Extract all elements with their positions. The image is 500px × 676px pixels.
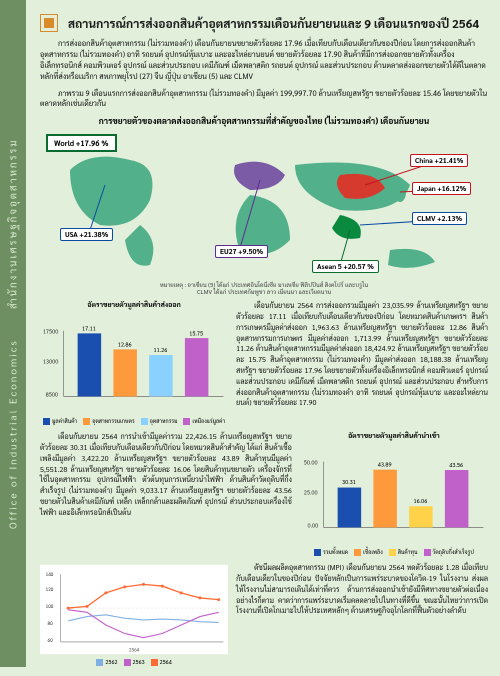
world-map: World +17.96 % USA +21.38% EU27 +9.50% C… (40, 130, 488, 280)
svg-text:12.86: 12.86 (118, 342, 132, 349)
sidebar-label: Office of Industrial Economics สำนักงานเ… (0, 0, 26, 667)
line-legend: 2562 2563 2564 (40, 659, 228, 666)
svg-text:15.75: 15.75 (189, 331, 203, 338)
svg-text:60: 60 (48, 637, 54, 644)
map-heading: การขยายตัวของตลาดส่งออกสินค้าอุตสาหกรรมท… (40, 115, 488, 126)
svg-text:30.31: 30.31 (342, 479, 356, 486)
map-label-asean: Asean 5 +20.57 % (312, 260, 379, 273)
import-paragraph: เดือนกันยายน 2564 การนำเข้ามีมูลค่ารวม 2… (40, 431, 292, 517)
bar2-legend: รวมทั้งหมด เชื้อเพลิง สินค้าทุน วัตถุดิบ… (300, 549, 488, 556)
bar1-legend: มูลค่าสินค้า อุตสาหกรรมเกษตร อุตสาหกรรม … (40, 418, 228, 425)
oie-logo (40, 14, 58, 32)
svg-text:2564: 2564 (129, 647, 140, 654)
intro-paragraph-2: ภาพรวม 9 เดือนแรกการส่งออกสินค้าอุตสาหกร… (40, 88, 488, 110)
row-mpi: 60 80 100 120 140 2564 (40, 562, 488, 666)
row-import: เดือนกันยายน 2564 การนำเข้ามีมูลค่ารวม 2… (40, 431, 488, 556)
page-content: สถานการณ์การส่งออกสินค้าอุตสาหกรรมเดือนก… (26, 0, 500, 676)
export-paragraph: เดือนกันยายน 2564 การส่งออกรวมมีมูลค่า 2… (236, 300, 488, 408)
map-label-china: China +21.41% (410, 154, 468, 167)
intro-paragraph-1: การส่งออกสินค้าอุตสาหกรรม (ไม่รวมทองคำ) … (40, 38, 488, 82)
map-label-japan: Japan +16.12% (412, 182, 471, 195)
svg-text:43.56: 43.56 (449, 462, 463, 469)
sidebar-text-th: สำนักงานเศรษฐกิจอุตสาหกรรม (7, 138, 20, 309)
mpi-paragraph: ดัชนีผลผลิตอุตสาหกรรม (MPI) เดือนกันยายน… (236, 562, 488, 616)
svg-text:43.89: 43.89 (378, 462, 392, 469)
mpi-line-chart: 60 80 100 120 140 2564 (40, 562, 228, 657)
svg-text:80: 80 (48, 621, 54, 627)
map-label-clmv: CLMV +2.13% (412, 212, 467, 225)
svg-text:0.00: 0.00 (307, 523, 318, 530)
svg-text:16.06: 16.06 (413, 498, 427, 505)
svg-text:13000: 13000 (43, 359, 58, 366)
svg-text:100: 100 (46, 604, 54, 610)
header: สถานการณ์การส่งออกสินค้าอุตสาหกรรมเดือนก… (40, 10, 488, 32)
svg-text:50.00: 50.00 (304, 460, 318, 467)
map-footnote-2: CLMV ได้แก่ ประเทศกัมพูชา ลาว เมียนมา แล… (40, 289, 488, 296)
bar2-chart: 0.00 25.00 50.00 30.31 43.89 16.06 43.56 (300, 442, 488, 547)
page-title: สถานการณ์การส่งออกสินค้าอุตสาหกรรมเดือนก… (68, 15, 479, 31)
svg-text:11.26: 11.26 (154, 347, 168, 354)
sidebar-text-en: Office of Industrial Economics (7, 339, 20, 529)
svg-text:140: 140 (46, 572, 54, 578)
bar1-title: อัตราขยายตัวมูลค่าสินค้าส่งออก (40, 300, 228, 309)
map-label-eu27: EU27 +9.50% (215, 245, 268, 258)
svg-text:17.11: 17.11 (82, 326, 96, 333)
row-export: อัตราขยายตัวมูลค่าสินค้าส่งออก 8500 1300… (40, 300, 488, 425)
svg-text:25.00: 25.00 (304, 490, 318, 497)
svg-text:8500: 8500 (46, 392, 58, 399)
svg-text:120: 120 (46, 587, 54, 593)
svg-text:17500: 17500 (43, 329, 58, 336)
bar2-title: อัตราขยายตัวมูลค่าสินค้านำเข้า (300, 431, 488, 440)
bar1-chart: 8500 13000 17500 17.11 12.86 11.26 15.75 (40, 311, 228, 416)
map-label-usa: USA +21.38% (60, 228, 113, 241)
